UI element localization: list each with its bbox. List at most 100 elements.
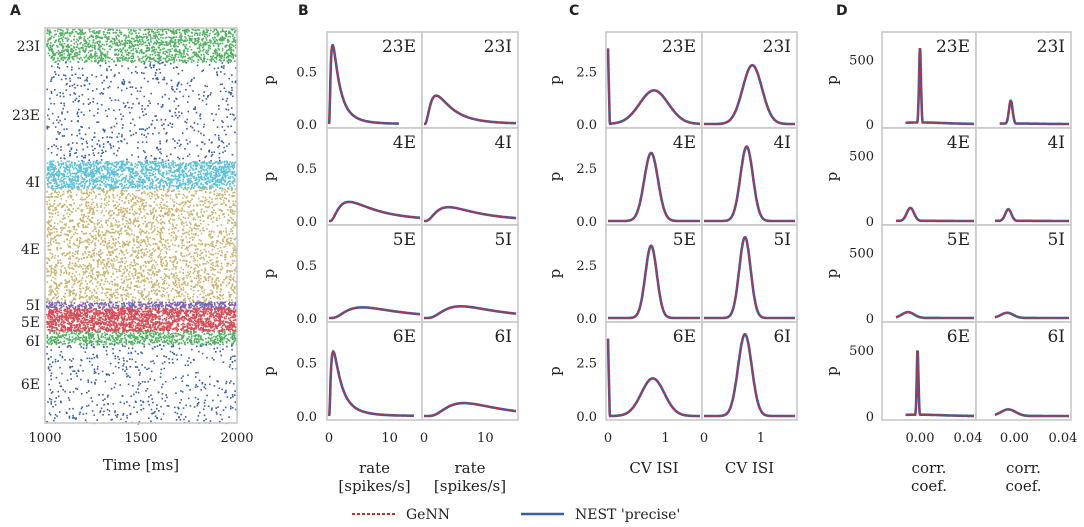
- spike-dot: [180, 202, 183, 205]
- spike-dot: [168, 213, 171, 216]
- spike-dot: [159, 170, 162, 172]
- spike-dot: [106, 168, 108, 170]
- spike-dot: [172, 225, 174, 227]
- spike-dot: [209, 172, 211, 174]
- spike-dot: [111, 185, 114, 187]
- spike-dot: [207, 47, 210, 49]
- spike-dot: [82, 162, 84, 164]
- spike-dot: [145, 170, 148, 173]
- spike-dot: [190, 285, 192, 288]
- spike-dot: [70, 50, 72, 53]
- spike-dot: [129, 278, 132, 280]
- spike-dot: [203, 160, 206, 163]
- spike-dot: [209, 292, 211, 295]
- spike-dot: [114, 283, 116, 285]
- spike-dot: [121, 183, 124, 186]
- spike-dot: [80, 279, 83, 282]
- spike-dot: [125, 229, 128, 232]
- spike-dot: [145, 232, 147, 234]
- spike-dot: [154, 51, 157, 53]
- spike-dot: [54, 212, 57, 214]
- spike-dot: [65, 168, 68, 170]
- spike-dot: [85, 56, 87, 58]
- spike-dot: [104, 36, 106, 38]
- spike-dot: [208, 173, 210, 175]
- spike-dot: [135, 35, 138, 38]
- spike-dot: [165, 205, 167, 207]
- spike-dot: [65, 32, 68, 34]
- spike-dot: [128, 178, 131, 180]
- spike-dot: [227, 187, 230, 189]
- spike-dot: [169, 180, 172, 183]
- spike-dot: [216, 52, 219, 55]
- spike-dot: [69, 178, 71, 180]
- spike-dot: [173, 41, 176, 43]
- spike-dot: [164, 241, 167, 243]
- spike-dot: [46, 221, 48, 224]
- spike-dot: [61, 254, 64, 256]
- spike-dot: [224, 150, 226, 152]
- spike-dot: [113, 40, 116, 43]
- spike-dot: [195, 177, 198, 180]
- spike-dot: [166, 56, 168, 58]
- spike-dot: [180, 254, 182, 256]
- spike-dot: [223, 169, 225, 172]
- spike-dot: [103, 179, 105, 182]
- spike-dot: [123, 168, 126, 170]
- spike-dot: [146, 251, 149, 253]
- spike-dot: [202, 168, 204, 171]
- spike-dot: [133, 268, 136, 270]
- spike-dot: [115, 171, 117, 173]
- spike-dot: [138, 58, 140, 61]
- spike-dot: [111, 163, 114, 166]
- spike-dot: [95, 34, 98, 37]
- spike-dot: [134, 197, 137, 199]
- spike-dot: [152, 208, 155, 210]
- spike-dot: [218, 49, 221, 51]
- spike-dot: [158, 52, 160, 54]
- spike-dot: [113, 60, 115, 62]
- spike-dot: [184, 45, 186, 48]
- spike-dot: [107, 162, 109, 165]
- spike-dot: [187, 246, 190, 249]
- spike-dot: [52, 173, 54, 176]
- spike-dot: [189, 199, 192, 202]
- spike-dot: [112, 193, 114, 196]
- spike-dot: [235, 44, 237, 47]
- spike-dot: [97, 193, 100, 195]
- spike-dot: [140, 128, 143, 130]
- spike-dot: [142, 180, 144, 182]
- spike-dot: [160, 118, 163, 121]
- spike-dot: [88, 264, 91, 267]
- spike-dot: [209, 59, 211, 61]
- spike-dot: [61, 111, 63, 113]
- spike-dot: [166, 139, 168, 142]
- spike-dot: [92, 35, 94, 37]
- spike-dot: [68, 160, 70, 163]
- spike-dot: [217, 161, 219, 164]
- spike-dot: [139, 185, 141, 187]
- spike-dot: [183, 222, 185, 225]
- spike-dot: [133, 45, 135, 47]
- spike-dot: [185, 183, 187, 186]
- spike-dot: [79, 264, 81, 267]
- spike-dot: [156, 216, 158, 219]
- spike-dot: [145, 35, 148, 38]
- spike-dot: [234, 41, 237, 44]
- spike-dot: [202, 50, 204, 52]
- spike-dot: [96, 112, 99, 114]
- spike-dot: [205, 294, 207, 297]
- spike-dot: [62, 227, 64, 230]
- spike-dot: [153, 48, 156, 51]
- spike-dot: [210, 266, 212, 269]
- spike-dot: [83, 172, 86, 174]
- spike-dot: [183, 49, 185, 51]
- spike-dot: [155, 184, 157, 186]
- spike-dot: [225, 243, 227, 245]
- spike-dot: [95, 169, 98, 172]
- spike-dot: [156, 57, 159, 60]
- spike-dot: [229, 35, 231, 38]
- spike-dot: [179, 31, 181, 34]
- spike-dot: [90, 242, 93, 244]
- spike-dot: [176, 51, 179, 53]
